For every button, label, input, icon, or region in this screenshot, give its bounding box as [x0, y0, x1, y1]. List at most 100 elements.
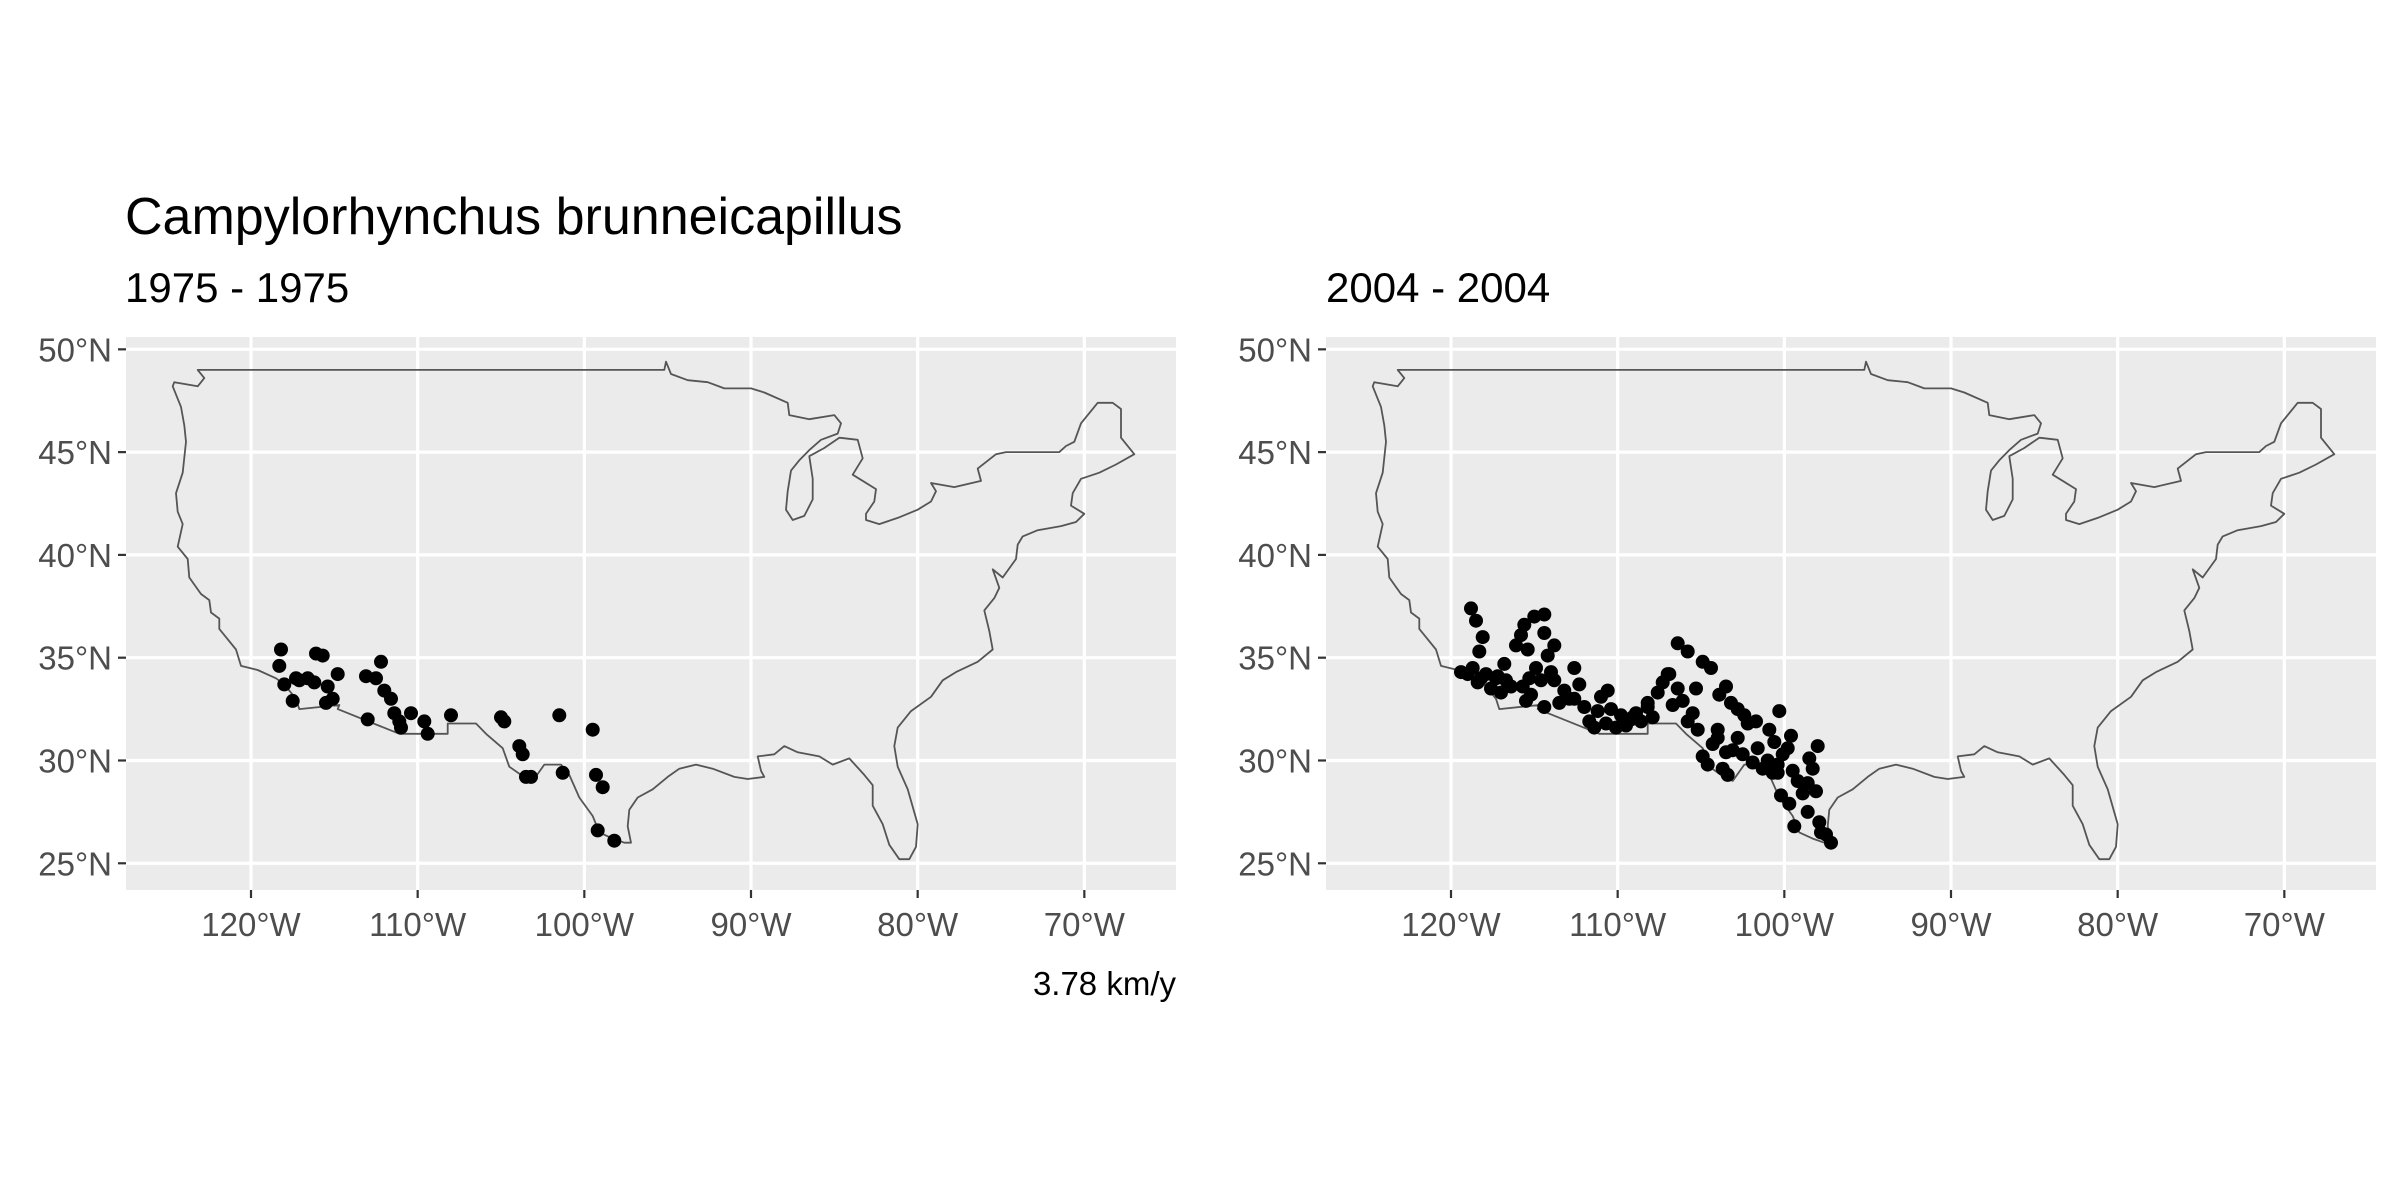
- occurrence-point: [1454, 665, 1468, 680]
- occurrence-point: [1770, 765, 1785, 780]
- occurrence-point: [1719, 745, 1733, 760]
- occurrence-point: [1567, 691, 1582, 706]
- us-border-outline: [171, 360, 1136, 861]
- occurrence-point: [1810, 739, 1825, 754]
- occurrence-point: [1572, 677, 1587, 692]
- occurrence-point: [1520, 642, 1535, 657]
- occurrence-point: [1767, 735, 1782, 749]
- y-tick-label: 50°N: [38, 331, 112, 368]
- x-tick-label: 100°W: [1735, 906, 1835, 943]
- occurrence-point: [1547, 638, 1562, 653]
- y-axis: 25°N 30°N 35°N 40°N 45°N 50°N: [1238, 331, 1326, 882]
- occurrence-point: [1774, 788, 1788, 803]
- occurrence-point: [1772, 704, 1787, 719]
- occurrence-point: [1534, 673, 1548, 688]
- occurrence-point: [1675, 693, 1690, 708]
- occurrence-point: [1504, 679, 1518, 694]
- occurrence-point: [374, 654, 388, 669]
- y-axis: 25°N 30°N 35°N 40°N 45°N 50°N: [38, 331, 126, 882]
- x-axis: 120°W 110°W 100°W 90°W 80°W 70°W: [1401, 890, 2326, 943]
- occurrence-point: [1490, 669, 1505, 684]
- occurrence-point: [274, 642, 288, 657]
- occurrence-point: [1472, 644, 1487, 659]
- occurrence-point: [1784, 728, 1798, 743]
- occurrence-point: [1524, 687, 1538, 702]
- gridlines: [126, 337, 1176, 890]
- occurrence-point: [1590, 704, 1605, 719]
- occurrence-point: [277, 677, 292, 692]
- x-tick-label: 110°W: [369, 906, 467, 943]
- occurrence-point: [1689, 681, 1703, 696]
- occurrence-point: [420, 726, 435, 741]
- occurrence-point: [552, 708, 567, 723]
- occurrence-point: [1497, 656, 1512, 671]
- occurrence-point: [1547, 673, 1562, 688]
- occurrence-point: [307, 675, 322, 690]
- occurrence-point: [315, 648, 330, 663]
- occurrence-point: [1577, 700, 1592, 714]
- occurrence-point: [330, 667, 345, 682]
- occurrence-point: [1690, 722, 1705, 737]
- occurrence-point: [1750, 741, 1765, 756]
- occurrence-point: [1494, 685, 1508, 700]
- occurrence-point: [325, 691, 340, 706]
- occurrence-point: [320, 679, 335, 694]
- y-tick-label: 40°N: [1238, 537, 1312, 574]
- x-tick-label: 70°W: [1044, 906, 1126, 943]
- x-tick-label: 100°W: [535, 906, 635, 943]
- x-tick-label: 90°W: [710, 906, 792, 943]
- panel-subtitle-1975: 1975 - 1975: [125, 264, 349, 311]
- panel-background: [1326, 337, 2376, 890]
- occurrence-point: [1720, 767, 1735, 782]
- x-tick-label: 90°W: [1910, 906, 1992, 943]
- x-tick-label: 120°W: [1401, 906, 1501, 943]
- figure-title: Campylorhynchus brunneicapillus: [125, 188, 903, 246]
- occurrence-point: [1469, 613, 1483, 628]
- y-tick-label: 50°N: [1238, 331, 1312, 368]
- range-shift-caption: 3.78 km/y: [1033, 965, 1177, 1002]
- map-panel-1975: 1975 - 1975 25°N 30°N 35°N 40°N 45°N 50°N 120…: [38, 264, 1176, 1002]
- occurrence-point: [1809, 784, 1823, 799]
- x-tick-label: 80°W: [877, 906, 959, 943]
- occurrence-point: [1719, 679, 1733, 694]
- occurrence-point: [1640, 695, 1655, 710]
- occurrence-point: [1625, 710, 1640, 725]
- x-tick-label: 70°W: [2244, 906, 2326, 943]
- occurrence-point: [1587, 720, 1602, 735]
- x-tick-label: 110°W: [1569, 906, 1667, 943]
- occurrence-point: [1730, 730, 1745, 745]
- occurrence-point: [369, 671, 383, 686]
- x-tick-label: 120°W: [201, 906, 301, 943]
- occurrence-point: [1537, 626, 1552, 640]
- occurrence-point: [515, 747, 530, 762]
- y-tick-label: 35°N: [1238, 640, 1312, 677]
- occurrence-point: [585, 722, 600, 737]
- occurrence-point: [1464, 601, 1478, 616]
- occurrence-point: [289, 671, 303, 686]
- occurrence-point: [1662, 667, 1677, 682]
- occurrence-points-2004: [1454, 601, 1838, 850]
- occurrence-point: [392, 714, 407, 729]
- occurrence-point: [360, 712, 375, 727]
- occurrence-point: [1749, 714, 1763, 729]
- occurrence-point: [1600, 683, 1615, 698]
- occurrence-point: [524, 769, 538, 784]
- occurrence-point: [555, 765, 570, 780]
- occurrence-point: [1762, 722, 1777, 737]
- occurrence-point: [285, 693, 300, 708]
- occurrence-point: [1537, 700, 1552, 714]
- occurrence-point: [1710, 730, 1725, 745]
- map-panel-2004: 2004 - 2004 25°N 30°N 35°N 40°N 45°N 50°N 120…: [1238, 264, 2376, 943]
- occurrence-point: [1685, 706, 1700, 721]
- occurrence-point: [1680, 644, 1695, 659]
- occurrence-point: [1737, 708, 1752, 723]
- occurrence-point: [404, 706, 418, 721]
- gridlines: [1326, 337, 2376, 890]
- occurrence-point: [1540, 648, 1555, 663]
- occurrence-point: [1695, 654, 1710, 669]
- occurrence-point: [494, 710, 508, 725]
- occurrence-point: [1745, 755, 1760, 770]
- occurrence-point: [1529, 661, 1543, 675]
- occurrence-point: [1567, 661, 1582, 675]
